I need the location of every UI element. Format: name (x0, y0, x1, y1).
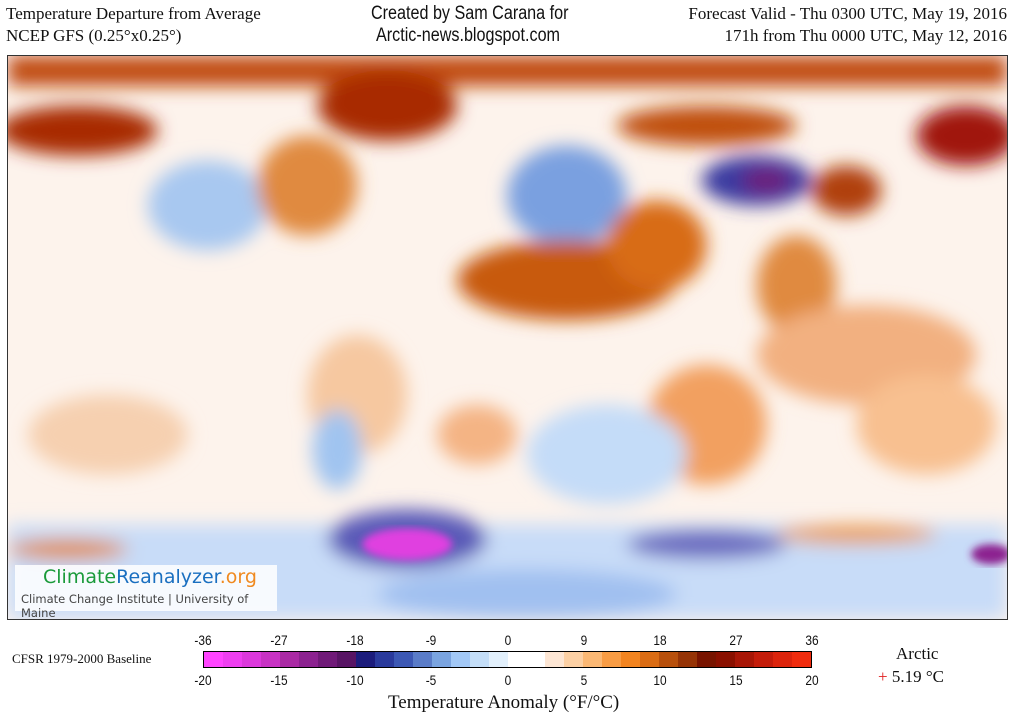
color-bin (204, 652, 223, 667)
color-bin (773, 652, 793, 667)
climate-reanalyzer-logo: ClimateReanalyzer.org Climate Change Ins… (15, 565, 277, 620)
temperature-anomaly-map (7, 55, 1008, 620)
color-bin (260, 652, 280, 667)
color-bin (754, 652, 774, 667)
color-bin (526, 652, 546, 667)
region-anomaly: + 5.19 °C (878, 667, 944, 687)
color-bin (336, 652, 356, 667)
tick-label: -15 (270, 672, 288, 688)
color-bin (621, 652, 641, 667)
color-bin (317, 652, 337, 667)
region-value: 5.19 °C (891, 667, 944, 686)
credit-site: Arctic-news.blogspot.com (376, 25, 560, 46)
color-bin (431, 652, 451, 667)
tick-label: 15 (729, 672, 743, 688)
anomaly-field (8, 56, 1007, 619)
tick-label: -36 (194, 632, 212, 648)
color-bin (659, 652, 679, 667)
logo-wordmark: ClimateReanalyzer.org (43, 566, 257, 588)
color-bin (716, 652, 736, 667)
color-bin (355, 652, 375, 667)
tick-label: 9 (580, 632, 587, 648)
tick-label: -18 (346, 632, 364, 648)
color-bin (735, 652, 755, 667)
color-bin (678, 652, 698, 667)
color-bin (602, 652, 622, 667)
map-title: Temperature Departure from Average (6, 4, 261, 23)
color-bin (412, 652, 432, 667)
color-bin (583, 652, 603, 667)
tick-label: 27 (729, 632, 743, 648)
tick-label: -27 (270, 632, 288, 648)
color-bin (469, 652, 489, 667)
baseline-label: CFSR 1979-2000 Baseline (12, 651, 152, 666)
tick-label: 0 (504, 672, 511, 688)
color-scale-bar (203, 651, 812, 668)
color-bin (792, 652, 811, 667)
color-bin (545, 652, 565, 667)
color-bin (507, 652, 527, 667)
color-bin (488, 652, 508, 667)
color-bin (564, 652, 584, 667)
color-bin (279, 652, 299, 667)
color-bin (374, 652, 394, 667)
tick-label: -10 (346, 672, 364, 688)
color-bin (241, 652, 261, 667)
color-bin (450, 652, 470, 667)
color-bin (393, 652, 413, 667)
color-bin (298, 652, 318, 667)
plus-sign: + (878, 667, 888, 686)
tick-label: 36 (805, 632, 819, 648)
forecast-lead: 171h from Thu 0000 UTC, May 12, 2016 (724, 26, 1007, 45)
tick-label: 18 (653, 632, 667, 648)
credit-line: Created by Sam Carana for (371, 3, 569, 24)
tick-label: -20 (194, 672, 212, 688)
color-bin (222, 652, 242, 667)
logo-subtitle: Climate Change Institute | University of… (21, 592, 249, 620)
tick-label: -9 (426, 632, 437, 648)
tick-label: 5 (580, 672, 587, 688)
tick-label: 20 (805, 672, 819, 688)
tick-label: 10 (653, 672, 667, 688)
forecast-valid: Forecast Valid - Thu 0300 UTC, May 19, 2… (688, 4, 1007, 23)
color-bin (697, 652, 717, 667)
model-name: NCEP GFS (0.25°x0.25°) (6, 26, 182, 45)
legend-title: Temperature Anomaly (°F/°C) (388, 692, 620, 713)
tick-label: -5 (426, 672, 437, 688)
region-name: Arctic (896, 644, 939, 663)
color-bin (640, 652, 660, 667)
tick-label: 0 (504, 632, 511, 648)
